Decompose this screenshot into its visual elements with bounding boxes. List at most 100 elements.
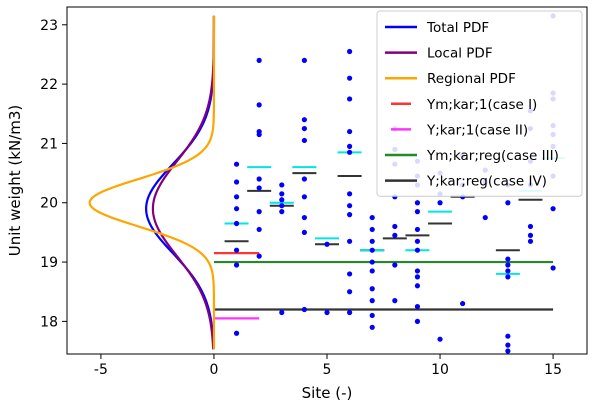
data-point — [347, 289, 353, 295]
data-point — [369, 298, 375, 304]
x-tick-label: 5 — [323, 362, 332, 378]
data-point — [392, 262, 398, 268]
data-point — [347, 48, 353, 55]
data-point — [256, 131, 262, 138]
data-point — [347, 271, 353, 277]
data-point — [392, 298, 398, 304]
y-tick-label: 23 — [40, 18, 58, 34]
data-point — [527, 238, 534, 244]
data-point — [301, 137, 307, 144]
legend-label: Ym;kar;1(case I) — [426, 97, 537, 113]
data-point — [233, 330, 240, 336]
legend-label: Y;kar;reg(case IV) — [426, 174, 547, 190]
data-point — [369, 268, 375, 274]
data-point — [233, 206, 240, 212]
x-tick-label: 15 — [544, 362, 562, 378]
data-point — [347, 96, 353, 102]
data-point — [437, 336, 443, 342]
data-point — [347, 128, 353, 135]
x-tick-label: 0 — [209, 362, 218, 378]
y-tick-label: 20 — [40, 196, 58, 212]
data-point — [414, 274, 421, 280]
data-point — [369, 312, 375, 319]
data-point — [279, 191, 285, 197]
data-point — [414, 226, 421, 233]
legend-label: Y;kar;1(case II) — [426, 122, 528, 138]
data-point — [414, 303, 421, 310]
data-point — [550, 265, 556, 271]
data-point — [301, 57, 307, 63]
data-point — [324, 241, 330, 247]
data-point — [256, 209, 262, 215]
data-point — [505, 262, 511, 268]
data-point — [233, 179, 240, 185]
data-point — [482, 214, 488, 221]
x-tick-label: 10 — [431, 362, 449, 378]
data-point — [550, 206, 556, 212]
data-point — [301, 117, 307, 123]
data-point — [233, 220, 240, 227]
data-point — [301, 229, 307, 236]
data-point — [527, 232, 534, 238]
data-point — [347, 191, 353, 197]
data-point — [256, 185, 262, 191]
data-point — [527, 223, 534, 230]
data-point — [369, 259, 375, 265]
data-point — [279, 309, 285, 316]
legend-label: Total PDF — [426, 20, 489, 36]
data-point — [347, 309, 353, 316]
y-tick-label: 19 — [40, 255, 58, 271]
pdf-curve-2 — [151, 15, 216, 350]
x-axis-label: Site (-) — [302, 384, 353, 402]
pdf-curve-3 — [88, 15, 216, 350]
data-point — [233, 161, 240, 167]
legend-label: Ym;kar;reg(case III) — [426, 148, 559, 164]
data-point — [347, 143, 353, 149]
data-point — [505, 333, 511, 339]
data-point — [414, 268, 421, 274]
data-point — [414, 200, 421, 206]
data-point — [369, 226, 375, 233]
data-point — [233, 262, 240, 268]
data-point — [256, 226, 262, 233]
data-point — [437, 200, 443, 206]
data-point — [279, 197, 285, 203]
data-point — [392, 232, 398, 238]
data-point — [256, 102, 262, 108]
y-axis-label: Unit weight (kN/m3) — [6, 105, 24, 256]
data-point — [505, 200, 511, 206]
data-point — [414, 238, 421, 244]
data-point — [347, 238, 353, 244]
legend-box — [376, 10, 583, 197]
data-point — [414, 209, 421, 215]
legend-label: Regional PDF — [427, 71, 516, 87]
data-point — [369, 286, 375, 292]
data-point — [301, 306, 307, 313]
data-point — [414, 247, 421, 253]
data-point — [347, 75, 353, 81]
data-point — [369, 247, 375, 253]
data-point — [256, 57, 262, 63]
data-point — [301, 194, 307, 200]
data-point — [347, 212, 353, 218]
data-point — [414, 283, 421, 289]
data-point — [369, 324, 375, 330]
y-tick-label: 18 — [40, 314, 58, 330]
data-point — [505, 348, 511, 354]
data-point — [392, 223, 398, 230]
data-point — [279, 209, 285, 215]
data-point — [369, 214, 375, 221]
x-tick-label: -5 — [94, 362, 108, 378]
data-point — [256, 253, 262, 259]
data-point — [301, 214, 307, 221]
data-point — [347, 149, 353, 155]
data-point — [505, 342, 511, 348]
data-point — [505, 268, 511, 274]
data-point — [505, 274, 511, 280]
data-point — [279, 182, 285, 188]
data-point — [505, 256, 511, 262]
axis-ticks: -5 0 5 10 15 18 19 20 21 22 23 — [40, 18, 562, 378]
data-point — [414, 318, 421, 324]
